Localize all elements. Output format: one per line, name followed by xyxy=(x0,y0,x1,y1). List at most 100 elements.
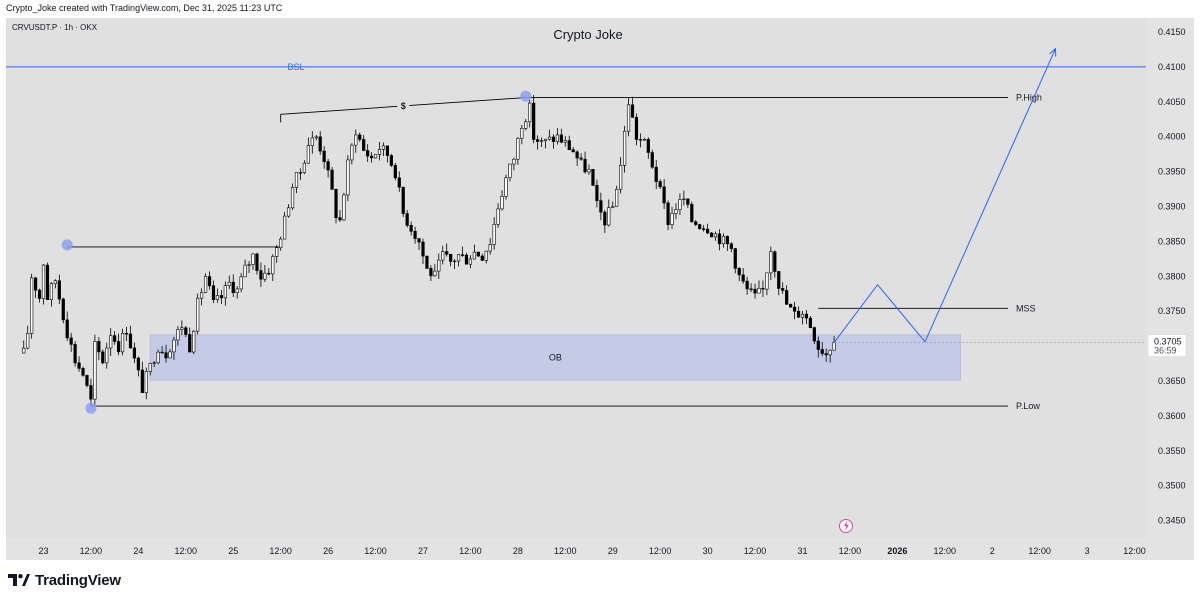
candle-body xyxy=(441,251,445,261)
candle-body xyxy=(358,134,362,140)
candle-body xyxy=(251,253,255,265)
candle-body xyxy=(543,138,548,141)
candle-body xyxy=(385,145,390,156)
candle-body xyxy=(717,233,722,245)
x-tick-label: 12:00 xyxy=(1028,546,1051,556)
candle-body xyxy=(207,276,212,287)
candle-body xyxy=(512,158,516,165)
last-price-label: 0.3705 xyxy=(1154,337,1182,347)
candle-body xyxy=(674,209,678,214)
plot-background xyxy=(6,18,1146,538)
candle-body xyxy=(745,280,749,290)
candle-body xyxy=(132,347,137,359)
candle-body xyxy=(350,144,354,161)
candle-body xyxy=(294,172,299,188)
candle-body xyxy=(658,181,662,188)
candle-body xyxy=(41,264,46,299)
countdown-label: 36:59 xyxy=(1154,346,1177,356)
candle-body xyxy=(591,169,595,186)
candle-body xyxy=(785,290,789,305)
candle-body xyxy=(800,313,805,318)
candle-body xyxy=(706,228,710,234)
y-tick-label: 0.4150 xyxy=(1158,27,1186,37)
candle-body xyxy=(686,198,690,205)
candle-body xyxy=(97,341,101,353)
y-tick-label: 0.3800 xyxy=(1158,271,1186,281)
candle-body xyxy=(69,337,73,345)
candle-body xyxy=(180,327,184,330)
x-tick-label: 12:00 xyxy=(459,546,482,556)
candle-body xyxy=(417,238,421,243)
candle-body xyxy=(401,186,405,214)
projection-path xyxy=(833,48,1056,343)
candle-body xyxy=(354,134,358,146)
candle-body xyxy=(81,368,85,376)
candle-body xyxy=(120,332,125,353)
candle-body xyxy=(73,344,77,364)
x-tick-label: 12:00 xyxy=(175,546,198,556)
x-tick-label: 27 xyxy=(418,546,428,556)
candle-body xyxy=(638,139,643,141)
chart-frame[interactable]: OB BSL P.High P.Low MSS $0.3705 36:59 0.3450 0.3… xyxy=(6,18,1194,560)
candle-body xyxy=(555,134,559,142)
candle-body xyxy=(105,347,109,364)
candle-body xyxy=(421,241,425,257)
p-high-label: P.High xyxy=(1016,93,1042,103)
candle-body xyxy=(45,264,50,300)
tradingview-logo-icon xyxy=(8,574,30,586)
candle-body xyxy=(615,188,619,207)
candle-body xyxy=(259,270,263,280)
chart-attribution: Crypto_Joke created with TradingView.com… xyxy=(6,3,283,13)
candle-body xyxy=(405,213,409,226)
candle-body xyxy=(528,102,532,123)
y-tick-label: 0.3550 xyxy=(1158,446,1186,456)
y-tick-label: 0.4050 xyxy=(1158,97,1186,107)
y-tick-label: 0.3500 xyxy=(1158,481,1186,491)
candle-body xyxy=(666,202,670,226)
candle-body xyxy=(362,139,366,151)
candle-body xyxy=(314,136,318,139)
candle-body xyxy=(275,247,279,257)
y-tick-label: 0.4000 xyxy=(1158,132,1186,142)
candle-body xyxy=(630,104,635,118)
candle-body xyxy=(682,198,686,201)
candle-body xyxy=(283,215,287,240)
candle-body xyxy=(219,295,223,299)
x-tick-label: 3 xyxy=(1085,546,1090,556)
candle-body xyxy=(263,272,267,280)
candle-body xyxy=(464,254,469,265)
candle-body xyxy=(520,128,524,139)
price-tag-box xyxy=(1147,334,1187,357)
price-axis-panel xyxy=(1146,18,1194,560)
candle-body xyxy=(504,177,508,197)
candle-body xyxy=(306,145,310,164)
candle-body xyxy=(713,233,718,238)
candle-body xyxy=(235,288,239,293)
x-tick-label: 2026 xyxy=(887,546,907,556)
candle-body xyxy=(709,232,714,238)
candle-body xyxy=(456,254,461,262)
candle-body xyxy=(168,351,172,359)
candle-body xyxy=(109,335,113,349)
candle-body xyxy=(239,276,243,290)
order-block-label: OB xyxy=(549,353,562,363)
candle-body xyxy=(670,213,674,226)
candle-body xyxy=(690,204,694,223)
tradingview-brand: TradingView xyxy=(8,570,121,590)
candle-body xyxy=(101,351,105,364)
candle-body xyxy=(729,243,733,249)
lightning-bolt xyxy=(843,521,849,531)
candle-body xyxy=(650,152,654,168)
candle-body xyxy=(192,330,196,353)
candle-body xyxy=(330,169,334,190)
candle-body xyxy=(781,288,785,291)
x-tick-label: 23 xyxy=(38,546,48,556)
candle-body xyxy=(22,347,26,354)
candle-body xyxy=(563,140,567,143)
candle-body xyxy=(496,208,500,225)
candle-body xyxy=(334,189,338,219)
candle-body xyxy=(413,230,417,239)
x-tick-label: 31 xyxy=(797,546,807,556)
candle-body xyxy=(619,164,623,190)
